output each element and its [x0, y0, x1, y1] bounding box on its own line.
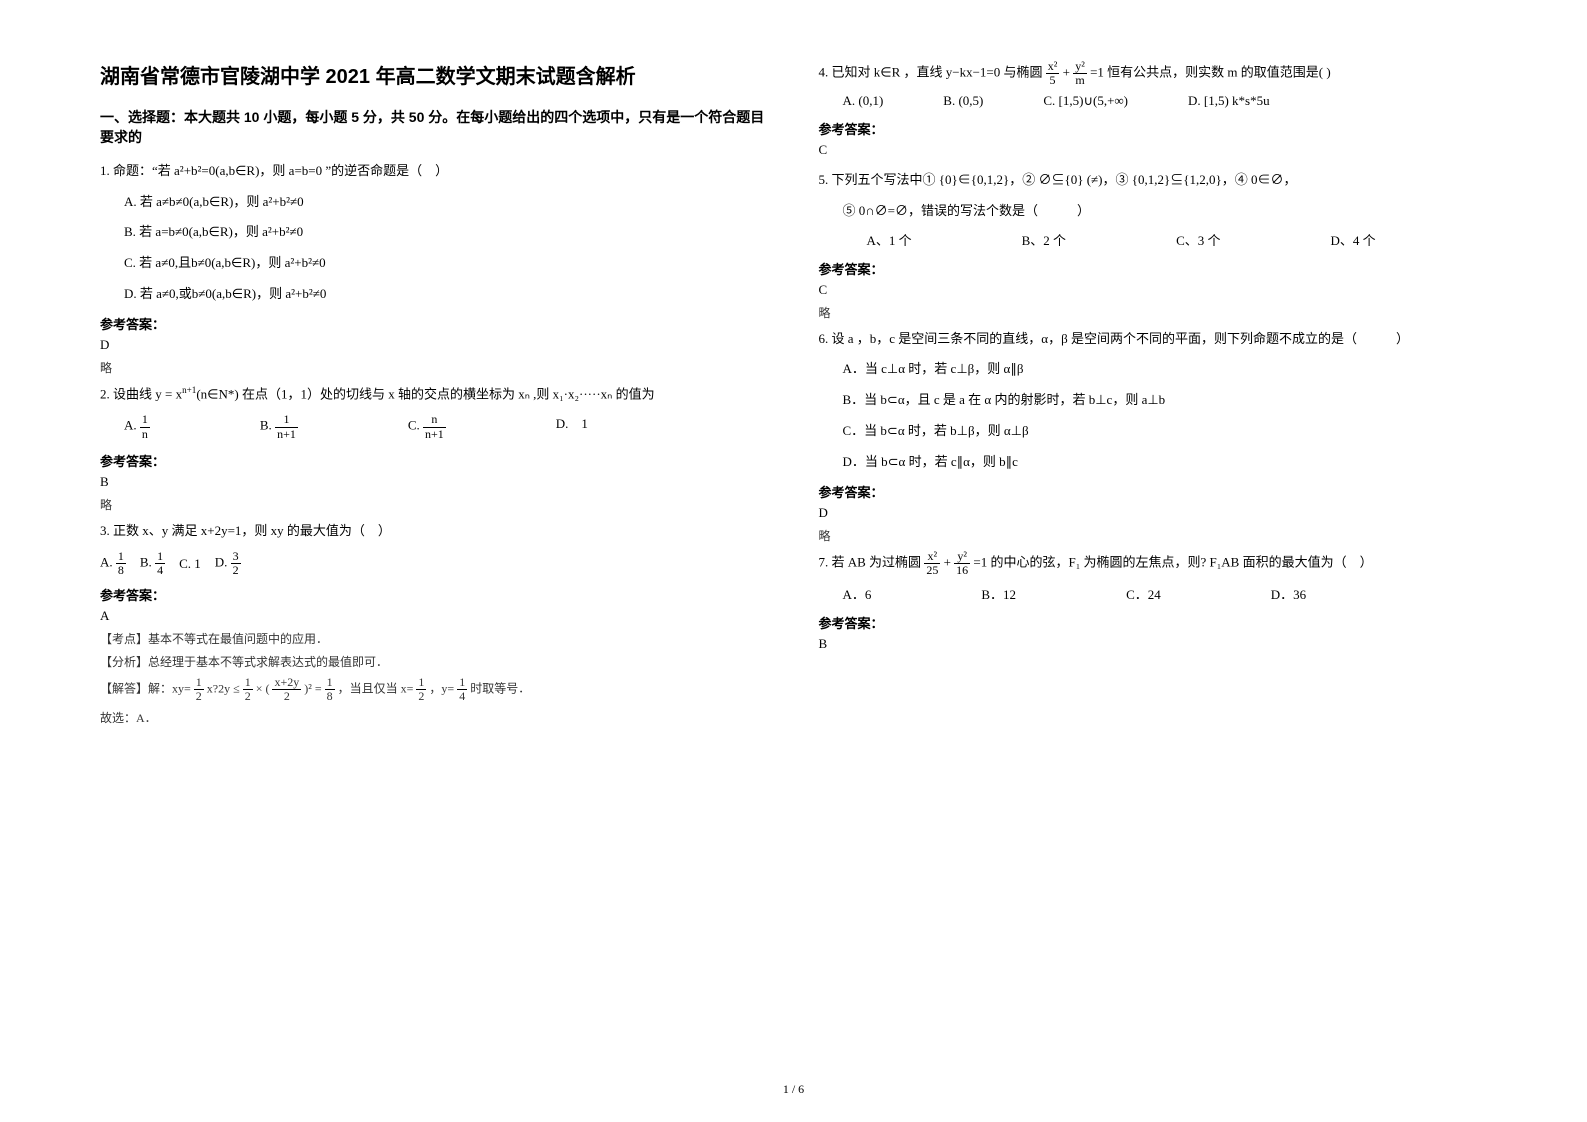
- q3-options: A. 18 B. 14 C. 1 D. 32: [100, 550, 769, 577]
- q7-answer-label: 参考答案：: [819, 613, 1488, 632]
- q7-stem: 7. 若 AB 为过椭圆 x²25 + y²16 =1 的中心的弦，F₁ 为椭圆…: [819, 550, 1488, 577]
- q6-optA: A．当 c⊥α 时，若 c⊥β，则 α∥β: [819, 357, 1488, 382]
- q2-optA: A. 1n: [124, 413, 150, 440]
- q2-B-frac: 1n+1: [275, 413, 298, 440]
- q2-stem-b: (n∈N*) 在点（1，1）处的切线与 x 轴的交点的横坐标为 xₙ ,则 x₁…: [196, 387, 654, 402]
- q3-exp-line4: 故选：A．: [100, 709, 769, 726]
- q1-optB: B. 若 a=b≠0(a,b∈R)，则 a²+b²≠0: [100, 220, 769, 245]
- q6-stem: 6. 设 a ，b，c 是空间三条不同的直线，α，β 是空间两个不同的平面，则下…: [819, 327, 1488, 352]
- q4-optA: A. (0,1): [843, 93, 884, 109]
- q3-exp-line1: 【考点】基本不等式在最值问题中的应用．: [100, 630, 769, 647]
- q4-optD: D. [1,5) k*s*5u: [1188, 93, 1270, 109]
- q7-optC: C．24: [1126, 584, 1161, 603]
- q3-optB: B. 14: [140, 550, 165, 577]
- q4-stem: 4. 已知对 k∈R ，直线 y−kx−1=0 与椭圆 x²5 + y²m =1…: [819, 60, 1488, 87]
- q3-exp-line2: 【分析】总经理于基本不等式求解表达式的最值即可．: [100, 653, 769, 670]
- q2-answer-label: 参考答案：: [100, 451, 769, 470]
- q5-stem-b: ⑤ 0∩∅=∅，错误的写法个数是（ ）: [819, 199, 1488, 224]
- q1-answer-label: 参考答案：: [100, 314, 769, 333]
- q6-optD: D．当 b⊂α 时，若 c∥α，则 b∥c: [819, 450, 1488, 475]
- q1-optA: A. 若 a≠b≠0(a,b∈R)，则 a²+b²≠0: [100, 190, 769, 215]
- q3-optD: D. 32: [215, 550, 241, 577]
- page-number: 1 / 6: [0, 1082, 1587, 1097]
- q5-optA: A、1 个: [867, 230, 912, 249]
- q7-optB: B．12: [981, 584, 1016, 603]
- q7-options: A．6 B．12 C．24 D．36: [819, 584, 1488, 603]
- q5-options: A、1 个 B、2 个 C、3 个 D、4 个: [819, 230, 1488, 249]
- q5-optB: B、2 个: [1022, 230, 1066, 249]
- q1-answer: D: [100, 337, 769, 353]
- q4-options: A. (0,1) B. (0,5) C. [1,5)∪(5,+∞) D. [1,…: [819, 93, 1488, 109]
- document-title: 湖南省常德市官陵湖中学 2021 年高二数学文期末试题含解析: [100, 60, 769, 89]
- q2-optC: C. nn+1: [408, 413, 446, 440]
- q2-optB: B. 1n+1: [260, 413, 298, 440]
- q4-optB: B. (0,5): [943, 93, 983, 109]
- section-1-heading: 一、选择题：本大题共 10 小题，每小题 5 分，共 50 分。在每小题给出的四…: [100, 107, 769, 147]
- q2-C-frac: nn+1: [423, 413, 446, 440]
- q6-note: 略: [819, 527, 1488, 544]
- q2-exp: n+1: [182, 385, 196, 395]
- q2-B-pre: B.: [260, 418, 272, 433]
- q4-answer: C: [819, 142, 1488, 158]
- q7-optA: A．6: [843, 584, 872, 603]
- q3-answer-label: 参考答案：: [100, 585, 769, 604]
- q5-stem-a: 5. 下列五个写法中① {0}∈{0,1,2}，② ∅⊆{0} (≠)，③ {0…: [819, 168, 1488, 193]
- q2-optD: D. 1: [556, 413, 588, 440]
- q3-optC: C. 1: [179, 552, 201, 577]
- q5-answer-label: 参考答案：: [819, 259, 1488, 278]
- q3-exp-line3: 【解答】解：xy= 12 x?2y ≤ 12 × ( x+2y2 )² = 18…: [100, 676, 769, 703]
- left-column: 湖南省常德市官陵湖中学 2021 年高二数学文期末试题含解析 一、选择题：本大题…: [100, 60, 769, 1060]
- q2-C-pre: C.: [408, 418, 420, 433]
- q5-optD: D、4 个: [1330, 230, 1375, 249]
- q5-answer: C: [819, 282, 1488, 298]
- q6-answer: D: [819, 505, 1488, 521]
- q6-answer-label: 参考答案：: [819, 482, 1488, 501]
- q6-optC: C．当 b⊂α 时，若 b⊥β，则 α⊥β: [819, 419, 1488, 444]
- q3-stem: 3. 正数 x、y 满足 x+2y=1，则 xy 的最大值为（ ）: [100, 519, 769, 544]
- q3-answer: A: [100, 608, 769, 624]
- q2-stem-a: 2. 设曲线 y = x: [100, 387, 182, 402]
- q2-note: 略: [100, 496, 769, 513]
- q6-optB: B．当 b⊂α，且 c 是 a 在 α 内的射影时，若 b⊥c，则 a⊥b: [819, 388, 1488, 413]
- q2-options: A. 1n B. 1n+1 C. nn+1 D. 1: [100, 413, 769, 440]
- q2-answer: B: [100, 474, 769, 490]
- q5-optC: C、3 个: [1176, 230, 1220, 249]
- q1-optD: D. 若 a≠0,或b≠0(a,b∈R)，则 a²+b²≠0: [100, 282, 769, 307]
- q4-optC: C. [1,5)∪(5,+∞): [1043, 93, 1128, 109]
- two-column-layout: 湖南省常德市官陵湖中学 2021 年高二数学文期末试题含解析 一、选择题：本大题…: [100, 60, 1487, 1060]
- q1-optC: C. 若 a≠0,且b≠0(a,b∈R)，则 a²+b²≠0: [100, 251, 769, 276]
- q2-A-pre: A.: [124, 418, 137, 433]
- q7-answer: B: [819, 636, 1488, 652]
- q2-stem: 2. 设曲线 y = xn+1(n∈N*) 在点（1，1）处的切线与 x 轴的交…: [100, 382, 769, 407]
- q2-A-frac: 1n: [140, 413, 150, 440]
- q5-note: 略: [819, 304, 1488, 321]
- q1-note: 略: [100, 359, 769, 376]
- q4-answer-label: 参考答案：: [819, 119, 1488, 138]
- right-column: 4. 已知对 k∈R ，直线 y−kx−1=0 与椭圆 x²5 + y²m =1…: [819, 60, 1488, 1060]
- q3-optA: A. 18: [100, 550, 126, 577]
- q1-stem: 1. 命题：“若 a²+b²=0(a,b∈R)，则 a=b=0 ”的逆否命题是（…: [100, 159, 769, 184]
- q7-optD: D．36: [1271, 584, 1306, 603]
- page: 湖南省常德市官陵湖中学 2021 年高二数学文期末试题含解析 一、选择题：本大题…: [0, 0, 1587, 1122]
